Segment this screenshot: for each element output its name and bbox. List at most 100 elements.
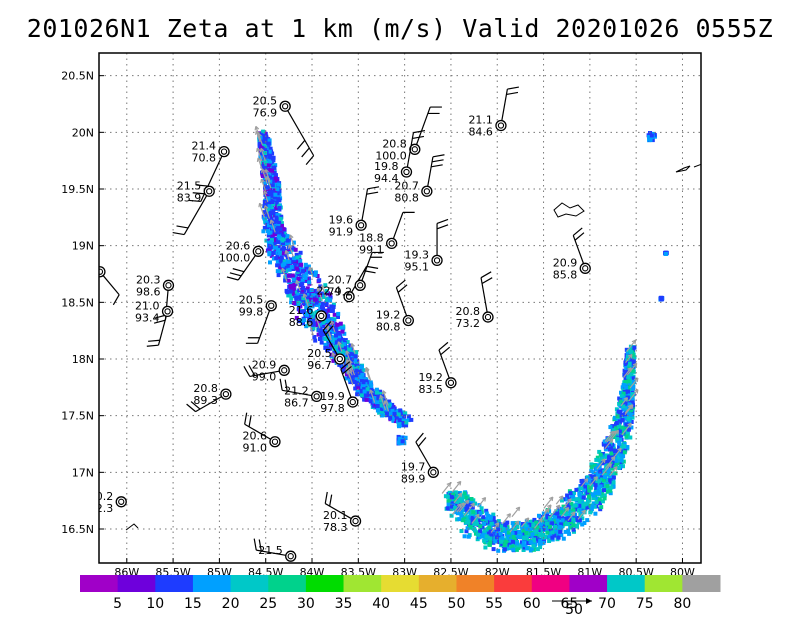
zeta-pixel — [564, 497, 569, 502]
wind-vector-head — [570, 511, 575, 515]
wind-vector-head — [383, 400, 386, 405]
zeta-pixel — [615, 414, 620, 419]
wind-vector-head — [601, 458, 606, 462]
wind-vector-head — [607, 463, 612, 466]
wind-barb-flag — [226, 276, 239, 281]
zeta-pixel — [273, 163, 278, 168]
zeta-pixel — [480, 517, 485, 522]
zeta-pixel — [538, 522, 543, 526]
zeta-pixel — [267, 204, 272, 209]
zeta-pixel — [464, 529, 469, 534]
zeta-pixel — [561, 504, 566, 509]
wind-barb-flag — [279, 378, 283, 391]
zeta-pixel — [510, 521, 515, 526]
zeta-pixel — [484, 534, 489, 539]
zeta-pixel — [585, 502, 590, 507]
zeta-pixel — [484, 516, 489, 521]
zeta-pixel — [503, 523, 508, 528]
zeta-pixel — [262, 154, 267, 159]
zeta-pixel — [506, 532, 511, 537]
station-ring-outer — [354, 279, 366, 291]
zeta-pixel — [618, 453, 623, 458]
zeta-pixel — [589, 507, 594, 511]
station-ring-outer — [400, 166, 413, 178]
zeta-pixel — [630, 415, 635, 420]
wind-vector-head — [284, 250, 287, 255]
zeta-pixel — [268, 168, 273, 173]
y-tick-label: 16.5N — [61, 523, 94, 536]
zeta-pixel — [619, 458, 624, 463]
zeta-pixel — [363, 393, 368, 398]
station-ring-inner — [268, 302, 275, 309]
zeta-pixel — [617, 401, 622, 406]
zeta-pixel — [324, 337, 329, 342]
zeta-pixel — [274, 200, 279, 205]
zeta-pixel — [574, 497, 579, 502]
zeta-pixel — [270, 168, 275, 173]
wind-vector-head — [627, 422, 632, 426]
zeta-pixel — [277, 261, 282, 266]
zeta-pixel — [611, 428, 616, 433]
wind-vector — [288, 244, 294, 258]
zeta-pixel — [325, 297, 330, 302]
zeta-pixel — [352, 352, 357, 357]
zeta-pixel — [521, 539, 526, 544]
zeta-pixel — [626, 385, 631, 390]
station-ring-inner — [403, 168, 410, 176]
wind-vector-head — [255, 130, 257, 135]
zeta-pixel — [327, 329, 332, 334]
zeta-pixel — [602, 475, 607, 479]
zeta-pixel — [324, 300, 329, 305]
wind-barb-flag — [148, 339, 160, 342]
zeta-pixel — [550, 521, 555, 526]
zeta-pixel — [626, 425, 631, 430]
zeta-pixel — [354, 350, 359, 355]
wind-vector — [266, 176, 272, 189]
zeta-pixel — [393, 419, 398, 424]
station-ring-outer — [355, 219, 367, 231]
zeta-pixel — [274, 215, 279, 220]
zeta-pixel — [493, 539, 498, 544]
zeta-pixel — [282, 231, 287, 236]
zeta-pixel — [608, 488, 613, 493]
y-tick-label: 17N — [72, 466, 94, 479]
zeta-pixel — [540, 532, 545, 537]
zeta-pixel — [486, 513, 491, 518]
wind-barb-flag — [342, 365, 352, 375]
zeta-pixel — [406, 418, 411, 423]
zeta-pixel — [354, 368, 359, 373]
zeta-pixel — [526, 541, 531, 546]
zeta-pixel — [337, 334, 341, 339]
zeta-pixel — [395, 409, 400, 414]
zeta-pixel — [331, 318, 336, 323]
station: 20.779.2 — [328, 251, 384, 298]
zeta-pixel — [385, 410, 390, 414]
zeta-pixel — [585, 518, 590, 523]
zeta-pixel — [471, 513, 476, 518]
zeta-pixel — [628, 350, 633, 354]
zeta-pixel — [272, 238, 276, 243]
zeta-pixel — [336, 331, 341, 336]
zeta-pixel — [355, 359, 360, 364]
wind-vector — [596, 458, 606, 470]
zeta-pixel — [298, 259, 303, 263]
station: 22.4 — [317, 265, 379, 303]
zeta-pixel — [483, 545, 488, 550]
zeta-pixel — [270, 200, 275, 204]
zeta-pixel — [616, 451, 621, 456]
zeta-pixel — [307, 280, 312, 285]
zeta-pixel — [295, 255, 300, 260]
station: 19.691.9 — [329, 186, 380, 238]
zeta-pixel — [612, 415, 617, 420]
zeta-pixel — [347, 347, 352, 352]
zeta-pixel — [273, 176, 278, 181]
zeta-pixel — [607, 455, 611, 460]
zeta-pixel — [279, 223, 284, 228]
zeta-pixel — [378, 403, 383, 408]
zeta-pixel — [321, 301, 325, 306]
zeta-pixel — [571, 508, 576, 513]
zeta-pixel — [268, 230, 273, 235]
zeta-pixel — [481, 521, 486, 526]
zeta-pixel — [359, 367, 364, 372]
zeta-pixel — [275, 187, 280, 192]
